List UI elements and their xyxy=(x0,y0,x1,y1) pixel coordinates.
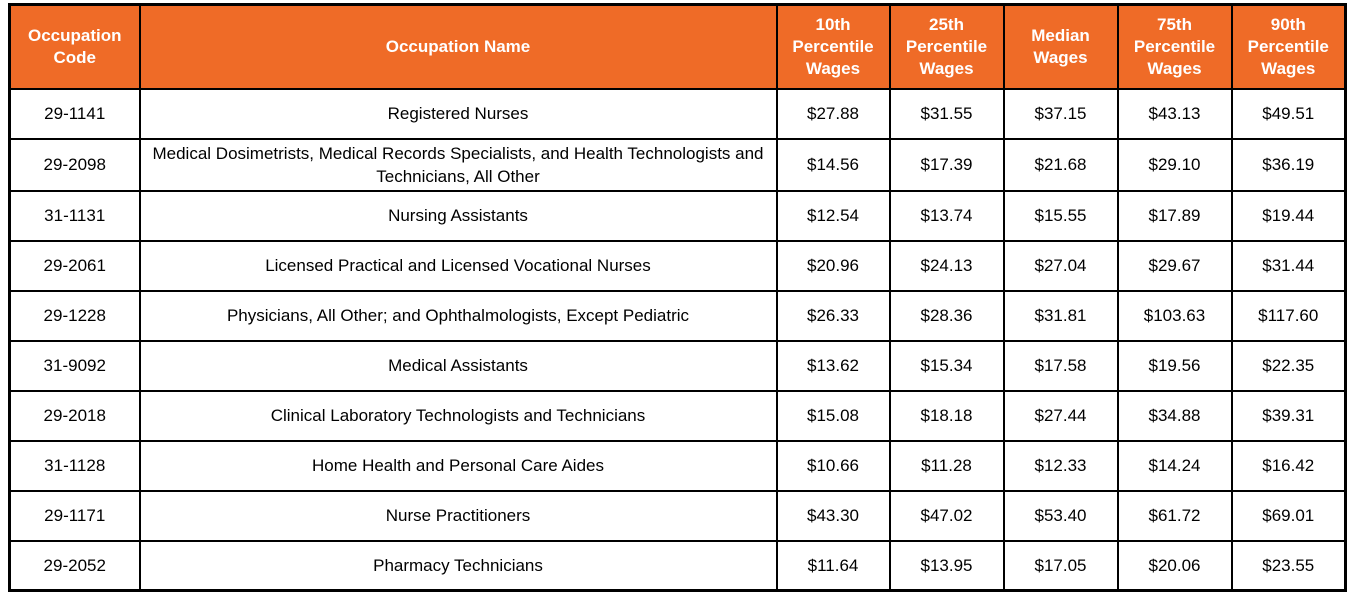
occupation-name-cell: Home Health and Personal Care Aides xyxy=(138,439,778,492)
table-row: 31-1128 Home Health and Personal Care Aid… xyxy=(8,439,1347,492)
wage-10th-cell: $15.08 xyxy=(775,389,891,442)
wage-10th-cell: $11.64 xyxy=(775,539,891,592)
wage-10th-cell: $10.66 xyxy=(775,439,891,492)
table-row: 29-1228 Physicians, All Other; and Ophtha… xyxy=(8,289,1347,342)
wage-10th-cell: $13.62 xyxy=(775,339,891,392)
occupation-name-cell: Registered Nurses xyxy=(138,87,778,140)
wage-25th-cell: $18.18 xyxy=(888,389,1005,442)
wage-10th-cell: $27.88 xyxy=(775,87,891,140)
wage-25th-cell: $31.55 xyxy=(888,87,1005,140)
wage-75th-cell: $17.89 xyxy=(1116,189,1233,242)
occupation-name-cell: Medical Assistants xyxy=(138,339,778,392)
wage-75th-cell: $29.10 xyxy=(1116,137,1233,192)
wage-75th-cell: $19.56 xyxy=(1116,339,1233,392)
wage-90th-cell: $39.31 xyxy=(1230,389,1347,442)
wage-90th-cell: $117.60 xyxy=(1230,289,1347,342)
wage-75th-cell: $14.24 xyxy=(1116,439,1233,492)
wage-25th-cell: $28.36 xyxy=(888,289,1005,342)
occupation-name-cell: Licensed Practical and Licensed Vocation… xyxy=(138,239,778,292)
header-median-wages: Median Wages xyxy=(1002,3,1119,90)
wage-90th-cell: $23.55 xyxy=(1230,539,1347,592)
occupation-code-cell: 31-9092 xyxy=(8,339,141,392)
occupation-code-cell: 31-1128 xyxy=(8,439,141,492)
occupation-code-cell: 29-2052 xyxy=(8,539,141,592)
table-row: 29-2052 Pharmacy Technicians $11.64 $13.95 $… xyxy=(8,539,1347,592)
occupation-code-cell: 29-1141 xyxy=(8,87,141,140)
wage-90th-cell: $19.44 xyxy=(1230,189,1347,242)
wage-25th-cell: $17.39 xyxy=(888,137,1005,192)
table-row: 31-1131 Nursing Assistants $12.54 $13.74 $15… xyxy=(8,189,1347,242)
wage-median-cell: $17.58 xyxy=(1002,339,1119,392)
header-occupation-name: Occupation Name xyxy=(138,3,778,90)
wage-median-cell: $12.33 xyxy=(1002,439,1119,492)
wage-90th-cell: $36.19 xyxy=(1230,137,1347,192)
wage-25th-cell: $15.34 xyxy=(888,339,1005,392)
wage-90th-cell: $31.44 xyxy=(1230,239,1347,292)
wage-75th-cell: $20.06 xyxy=(1116,539,1233,592)
wage-median-cell: $31.81 xyxy=(1002,289,1119,342)
wage-75th-cell: $43.13 xyxy=(1116,87,1233,140)
table-row: 29-2018 Clinical Laboratory Technologists… xyxy=(8,389,1347,442)
occupation-name-cell: Medical Dosimetrists, Medical Records Sp… xyxy=(138,137,778,192)
wage-25th-cell: $47.02 xyxy=(888,489,1005,542)
wage-90th-cell: $49.51 xyxy=(1230,87,1347,140)
wage-75th-cell: $34.88 xyxy=(1116,389,1233,442)
occupation-name-cell: Nurse Practitioners xyxy=(138,489,778,542)
wage-10th-cell: $43.30 xyxy=(775,489,891,542)
occupation-name-cell: Physicians, All Other; and Ophthalmologi… xyxy=(138,289,778,342)
wage-median-cell: $15.55 xyxy=(1002,189,1119,242)
wage-90th-cell: $69.01 xyxy=(1230,489,1347,542)
table-row: 29-1171 Nurse Practitioners $43.30 $47.02 $5… xyxy=(8,489,1347,542)
table-row: 29-1141 Registered Nurses $27.88 $31.55 $37.… xyxy=(8,87,1347,140)
wage-90th-cell: $22.35 xyxy=(1230,339,1347,392)
occupation-name-cell: Pharmacy Technicians xyxy=(138,539,778,592)
wage-median-cell: $37.15 xyxy=(1002,87,1119,140)
occupation-code-cell: 29-2018 xyxy=(8,389,141,442)
wage-10th-cell: $12.54 xyxy=(775,189,891,242)
wage-10th-cell: $20.96 xyxy=(775,239,891,292)
occupation-name-cell: Clinical Laboratory Technologists and Te… xyxy=(138,389,778,442)
table-body: 29-1141 Registered Nurses $27.88 $31.55 $37.… xyxy=(8,87,1347,592)
header-25th-percentile-wages: 25th Percentile Wages xyxy=(888,3,1005,90)
wage-10th-cell: $14.56 xyxy=(775,137,891,192)
table-header: Occupation Code Occupation Name 10th Per… xyxy=(8,3,1347,90)
wage-median-cell: $27.04 xyxy=(1002,239,1119,292)
occupation-wage-table-container: Occupation Code Occupation Name 10th Per… xyxy=(8,3,1350,592)
wage-median-cell: $53.40 xyxy=(1002,489,1119,542)
wage-25th-cell: $13.74 xyxy=(888,189,1005,242)
wage-median-cell: $27.44 xyxy=(1002,389,1119,442)
wage-75th-cell: $29.67 xyxy=(1116,239,1233,292)
table-row: 31-9092 Medical Assistants $13.62 $15.34 $17… xyxy=(8,339,1347,392)
occupation-wage-table: Occupation Code Occupation Name 10th Per… xyxy=(8,3,1347,592)
occupation-code-cell: 29-1171 xyxy=(8,489,141,542)
occupation-code-cell: 31-1131 xyxy=(8,189,141,242)
occupation-code-cell: 29-1228 xyxy=(8,289,141,342)
header-10th-percentile-wages: 10th Percentile Wages xyxy=(775,3,891,90)
occupation-code-cell: 29-2098 xyxy=(8,137,141,192)
wage-25th-cell: $13.95 xyxy=(888,539,1005,592)
wage-75th-cell: $61.72 xyxy=(1116,489,1233,542)
occupation-name-cell: Nursing Assistants xyxy=(138,189,778,242)
header-75th-percentile-wages: 75th Percentile Wages xyxy=(1116,3,1233,90)
table-row: 29-2098 Medical Dosimetrists, Medical Rec… xyxy=(8,137,1347,192)
wage-90th-cell: $16.42 xyxy=(1230,439,1347,492)
occupation-code-cell: 29-2061 xyxy=(8,239,141,292)
header-90th-percentile-wages: 90th Percentile Wages xyxy=(1230,3,1347,90)
wage-75th-cell: $103.63 xyxy=(1116,289,1233,342)
wage-25th-cell: $24.13 xyxy=(888,239,1005,292)
table-row: 29-2061 Licensed Practical and Licensed V… xyxy=(8,239,1347,292)
wage-10th-cell: $26.33 xyxy=(775,289,891,342)
wage-median-cell: $17.05 xyxy=(1002,539,1119,592)
header-occupation-code: Occupation Code xyxy=(8,3,141,90)
wage-25th-cell: $11.28 xyxy=(888,439,1005,492)
header-row: Occupation Code Occupation Name 10th Per… xyxy=(8,3,1347,90)
wage-median-cell: $21.68 xyxy=(1002,137,1119,192)
